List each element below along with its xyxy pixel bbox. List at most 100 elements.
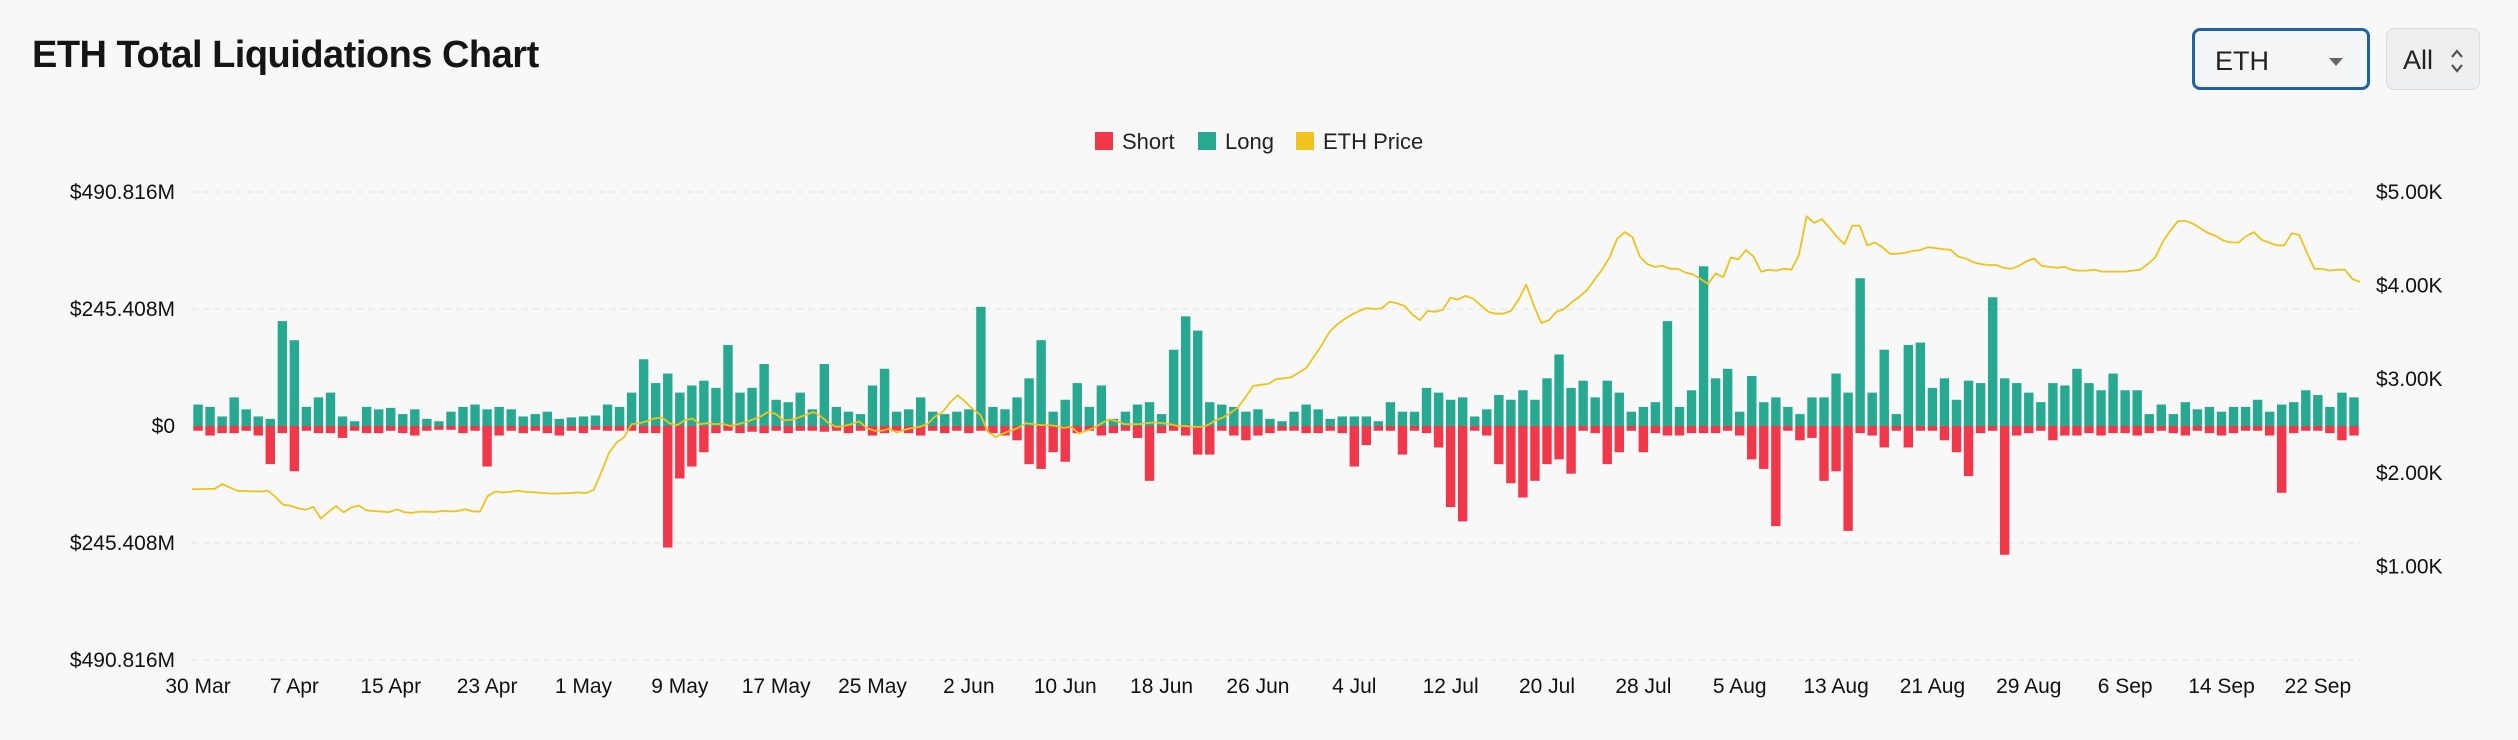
long-bar[interactable] <box>1217 404 1227 426</box>
long-bar[interactable] <box>542 411 553 426</box>
long-bar[interactable] <box>1638 406 1649 426</box>
long-bar[interactable] <box>1229 406 1239 426</box>
short-bar[interactable] <box>819 426 830 432</box>
long-bar[interactable] <box>1012 397 1022 426</box>
short-bar[interactable] <box>663 426 673 548</box>
short-bar[interactable] <box>2204 426 2215 434</box>
long-bar[interactable] <box>711 387 721 426</box>
long-bar[interactable] <box>482 409 492 426</box>
long-bar[interactable] <box>1265 418 1275 426</box>
long-bar[interactable] <box>1457 397 1468 426</box>
short-bar[interactable] <box>265 426 275 465</box>
short-bar[interactable] <box>1759 426 1769 469</box>
long-bar[interactable] <box>1433 392 1444 426</box>
long-bar[interactable] <box>1156 414 1167 426</box>
long-bar[interactable] <box>2012 383 2022 426</box>
short-bar[interactable] <box>2252 426 2263 431</box>
short-bar[interactable] <box>1024 426 1034 465</box>
long-bar[interactable] <box>1180 316 1191 426</box>
short-bar[interactable] <box>626 426 637 431</box>
range-select[interactable]: All <box>2386 28 2480 90</box>
short-bar[interactable] <box>687 426 697 467</box>
short-bar[interactable] <box>2337 426 2347 441</box>
legend-item-eth-price[interactable]: ETH Price <box>1296 129 1423 154</box>
short-bar[interactable] <box>928 426 938 431</box>
long-bar[interactable] <box>337 416 348 426</box>
short-bar[interactable] <box>2325 426 2335 434</box>
short-bar[interactable] <box>1650 426 1661 434</box>
long-bar[interactable] <box>2048 383 2058 426</box>
short-bar[interactable] <box>699 426 709 453</box>
long-bar[interactable] <box>2096 390 2106 426</box>
long-bar[interactable] <box>1385 402 1396 426</box>
long-bar[interactable] <box>747 387 757 426</box>
short-bar[interactable] <box>1963 426 1974 477</box>
short-bar[interactable] <box>2228 426 2239 434</box>
long-bar[interactable] <box>1614 392 1624 426</box>
long-bar[interactable] <box>349 421 360 426</box>
long-bar[interactable] <box>217 416 227 426</box>
short-bar[interactable] <box>506 426 516 431</box>
long-bar[interactable] <box>2072 368 2082 426</box>
long-bar[interactable] <box>193 404 203 426</box>
short-bar[interactable] <box>1421 426 1432 434</box>
long-bar[interactable] <box>626 392 637 426</box>
short-bar[interactable] <box>723 426 733 431</box>
long-bar[interactable] <box>470 404 480 426</box>
short-bar[interactable] <box>1313 426 1323 434</box>
short-bar[interactable] <box>1999 426 2010 555</box>
short-bar[interactable] <box>253 426 263 436</box>
short-bar[interactable] <box>1084 426 1095 431</box>
short-bar[interactable] <box>940 426 950 434</box>
short-bar[interactable] <box>2036 426 2046 431</box>
long-bar[interactable] <box>506 409 516 426</box>
long-bar[interactable] <box>1253 409 1263 426</box>
short-bar[interactable] <box>337 426 348 438</box>
long-bar[interactable] <box>1795 414 1805 426</box>
short-bar[interactable] <box>747 426 757 432</box>
long-bar[interactable] <box>1096 385 1107 426</box>
long-bar[interactable] <box>422 418 432 426</box>
long-bar[interactable] <box>879 368 890 426</box>
short-bar[interactable] <box>1927 426 1938 431</box>
short-bar[interactable] <box>2216 426 2227 436</box>
long-bar[interactable] <box>1349 416 1359 426</box>
short-bar[interactable] <box>1735 426 1745 436</box>
long-bar[interactable] <box>1193 330 1203 426</box>
short-bar[interactable] <box>1409 426 1420 431</box>
short-bar[interactable] <box>2096 426 2106 436</box>
long-bar[interactable] <box>1277 421 1287 426</box>
short-bar[interactable] <box>1373 426 1384 431</box>
long-bar[interactable] <box>2264 411 2275 426</box>
short-bar[interactable] <box>217 426 227 434</box>
short-bar[interactable] <box>1879 426 1889 448</box>
short-bar[interactable] <box>1614 426 1624 453</box>
long-bar[interactable] <box>1289 411 1299 426</box>
short-bar[interactable] <box>783 426 793 434</box>
long-bar[interactable] <box>1759 402 1769 426</box>
long-bar[interactable] <box>229 397 239 426</box>
short-bar[interactable] <box>614 426 625 431</box>
long-bar[interactable] <box>2289 402 2299 426</box>
short-bar[interactable] <box>1819 426 1829 481</box>
long-bar[interactable] <box>2024 392 2034 426</box>
short-bar[interactable] <box>1205 426 1215 455</box>
long-bar[interactable] <box>723 344 733 426</box>
long-bar[interactable] <box>1530 399 1540 426</box>
short-bar[interactable] <box>325 426 336 434</box>
short-bar[interactable] <box>578 426 589 434</box>
short-bar[interactable] <box>2156 426 2166 431</box>
long-bar[interactable] <box>651 383 661 426</box>
long-bar[interactable] <box>2036 402 2046 426</box>
long-bar[interactable] <box>1060 399 1070 426</box>
long-bar[interactable] <box>1843 392 1853 426</box>
short-bar[interactable] <box>1000 426 1010 436</box>
short-bar[interactable] <box>2144 426 2154 434</box>
long-bar[interactable] <box>1674 406 1685 426</box>
long-bar[interactable] <box>663 373 673 426</box>
short-bar[interactable] <box>470 426 480 431</box>
short-bar[interactable] <box>2240 426 2251 431</box>
short-bar[interactable] <box>711 426 721 434</box>
long-bar[interactable] <box>2349 397 2359 426</box>
long-bar[interactable] <box>867 385 878 426</box>
